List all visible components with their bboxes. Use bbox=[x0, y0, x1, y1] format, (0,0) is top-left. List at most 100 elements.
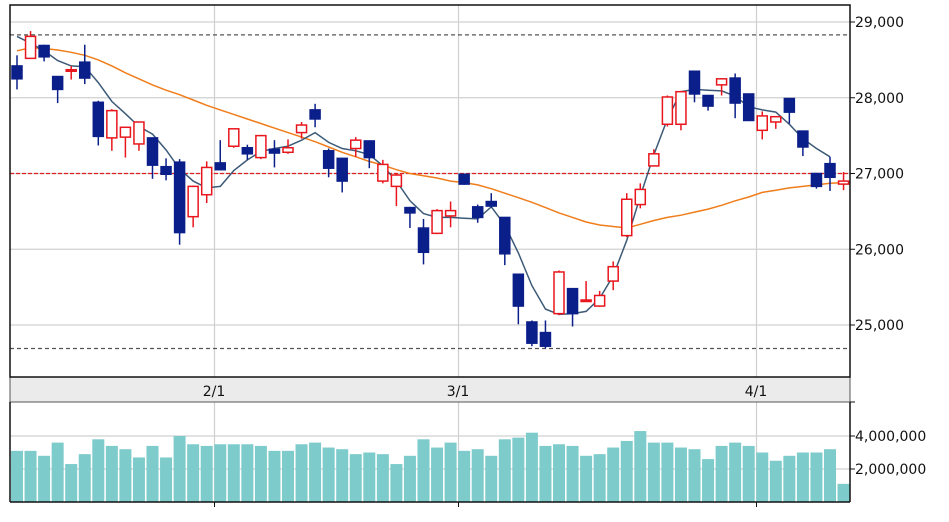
candle-down bbox=[783, 97, 796, 124]
volume-bar bbox=[92, 439, 105, 502]
volume-bar bbox=[173, 436, 186, 502]
candle-body bbox=[634, 188, 647, 206]
candle-up bbox=[607, 261, 619, 291]
candle-body bbox=[24, 35, 37, 60]
candle-body bbox=[458, 173, 470, 185]
candle-body bbox=[756, 115, 768, 132]
moving-average-long bbox=[16, 47, 844, 229]
candle-up bbox=[228, 128, 240, 148]
candle-body bbox=[322, 150, 335, 169]
candle-up bbox=[119, 126, 132, 158]
candle-up bbox=[106, 109, 118, 151]
candle-down bbox=[810, 172, 823, 189]
candle-up bbox=[295, 121, 308, 139]
candle-body bbox=[11, 65, 23, 80]
candle-up bbox=[282, 139, 294, 154]
volume-bar bbox=[268, 450, 281, 502]
candle-body bbox=[65, 68, 77, 72]
candle-down bbox=[404, 206, 416, 229]
candle-body bbox=[742, 93, 755, 122]
candle-down bbox=[51, 75, 64, 104]
candle-down bbox=[742, 93, 755, 122]
candle-body bbox=[336, 157, 348, 182]
candle-body bbox=[837, 180, 850, 185]
candle-body bbox=[702, 94, 714, 107]
volume-bar bbox=[187, 444, 200, 502]
candle-up bbox=[255, 134, 267, 160]
candle-up bbox=[580, 281, 592, 303]
candle-body bbox=[214, 162, 226, 171]
candle-up bbox=[675, 90, 687, 131]
candle-down bbox=[146, 137, 159, 179]
volume-bar bbox=[607, 447, 620, 502]
candle-down bbox=[173, 159, 186, 245]
candle-body bbox=[512, 273, 525, 307]
volume-bar bbox=[458, 450, 471, 502]
candle-body bbox=[228, 128, 240, 147]
candle-down bbox=[688, 70, 701, 103]
volume-bar bbox=[363, 452, 376, 502]
candle-body bbox=[377, 163, 389, 182]
volume-bar bbox=[417, 439, 430, 502]
candle-body bbox=[390, 174, 403, 188]
candle-down bbox=[458, 173, 470, 185]
volume-bar bbox=[756, 452, 769, 502]
candle-down bbox=[471, 204, 484, 223]
volume-bar bbox=[539, 445, 552, 502]
candle-down bbox=[539, 320, 552, 349]
candle-down bbox=[268, 140, 281, 168]
volume-bar bbox=[295, 444, 308, 502]
volume-bar bbox=[769, 460, 782, 502]
volume-bar bbox=[322, 447, 335, 502]
candle-down bbox=[499, 216, 511, 266]
candle-body bbox=[621, 198, 633, 237]
volume-bar bbox=[796, 452, 809, 502]
volume-panel bbox=[10, 431, 850, 502]
candle-body bbox=[241, 146, 254, 155]
volume-bar bbox=[309, 442, 322, 502]
candle-down bbox=[363, 140, 376, 169]
candle-body bbox=[444, 209, 457, 217]
volume-bar bbox=[227, 444, 240, 502]
volume-bar bbox=[661, 442, 674, 502]
candle-body bbox=[431, 209, 443, 235]
volume-bar bbox=[390, 464, 403, 502]
candle-body bbox=[797, 130, 809, 148]
candle-down bbox=[11, 55, 23, 90]
candle-up bbox=[648, 149, 660, 167]
candle-body bbox=[350, 139, 362, 150]
volume-bar bbox=[783, 455, 796, 502]
candle-body bbox=[79, 61, 91, 79]
volume-bar bbox=[525, 432, 538, 502]
candle-up bbox=[621, 193, 633, 238]
candle-body bbox=[526, 321, 538, 344]
volume-bar bbox=[647, 442, 660, 502]
volume-bar bbox=[119, 449, 132, 502]
candle-body bbox=[309, 109, 321, 120]
volume-bar bbox=[431, 447, 444, 502]
candle-down bbox=[702, 94, 714, 111]
candle-body bbox=[187, 185, 199, 218]
candle-body bbox=[770, 115, 782, 123]
volume-bar bbox=[471, 449, 484, 502]
candle-up bbox=[770, 115, 782, 129]
candle-up bbox=[553, 270, 565, 316]
candle-up bbox=[133, 121, 145, 151]
volume-tick-label: 2,000,000 bbox=[855, 462, 926, 478]
volume-bar bbox=[11, 450, 23, 502]
candle-down bbox=[417, 218, 430, 265]
price-panel bbox=[10, 5, 850, 502]
candle-body bbox=[675, 90, 687, 126]
price-tick-label: 26,000 bbox=[855, 242, 904, 258]
candle-body bbox=[417, 227, 430, 254]
candle-body bbox=[146, 137, 159, 166]
candle-body bbox=[648, 153, 660, 167]
volume-bar bbox=[512, 437, 525, 502]
candle-body bbox=[661, 96, 674, 126]
volume-bar bbox=[65, 464, 78, 502]
candle-up bbox=[756, 111, 768, 140]
candle-body bbox=[783, 97, 796, 113]
candle-down bbox=[729, 73, 741, 119]
volume-bar bbox=[444, 442, 457, 502]
